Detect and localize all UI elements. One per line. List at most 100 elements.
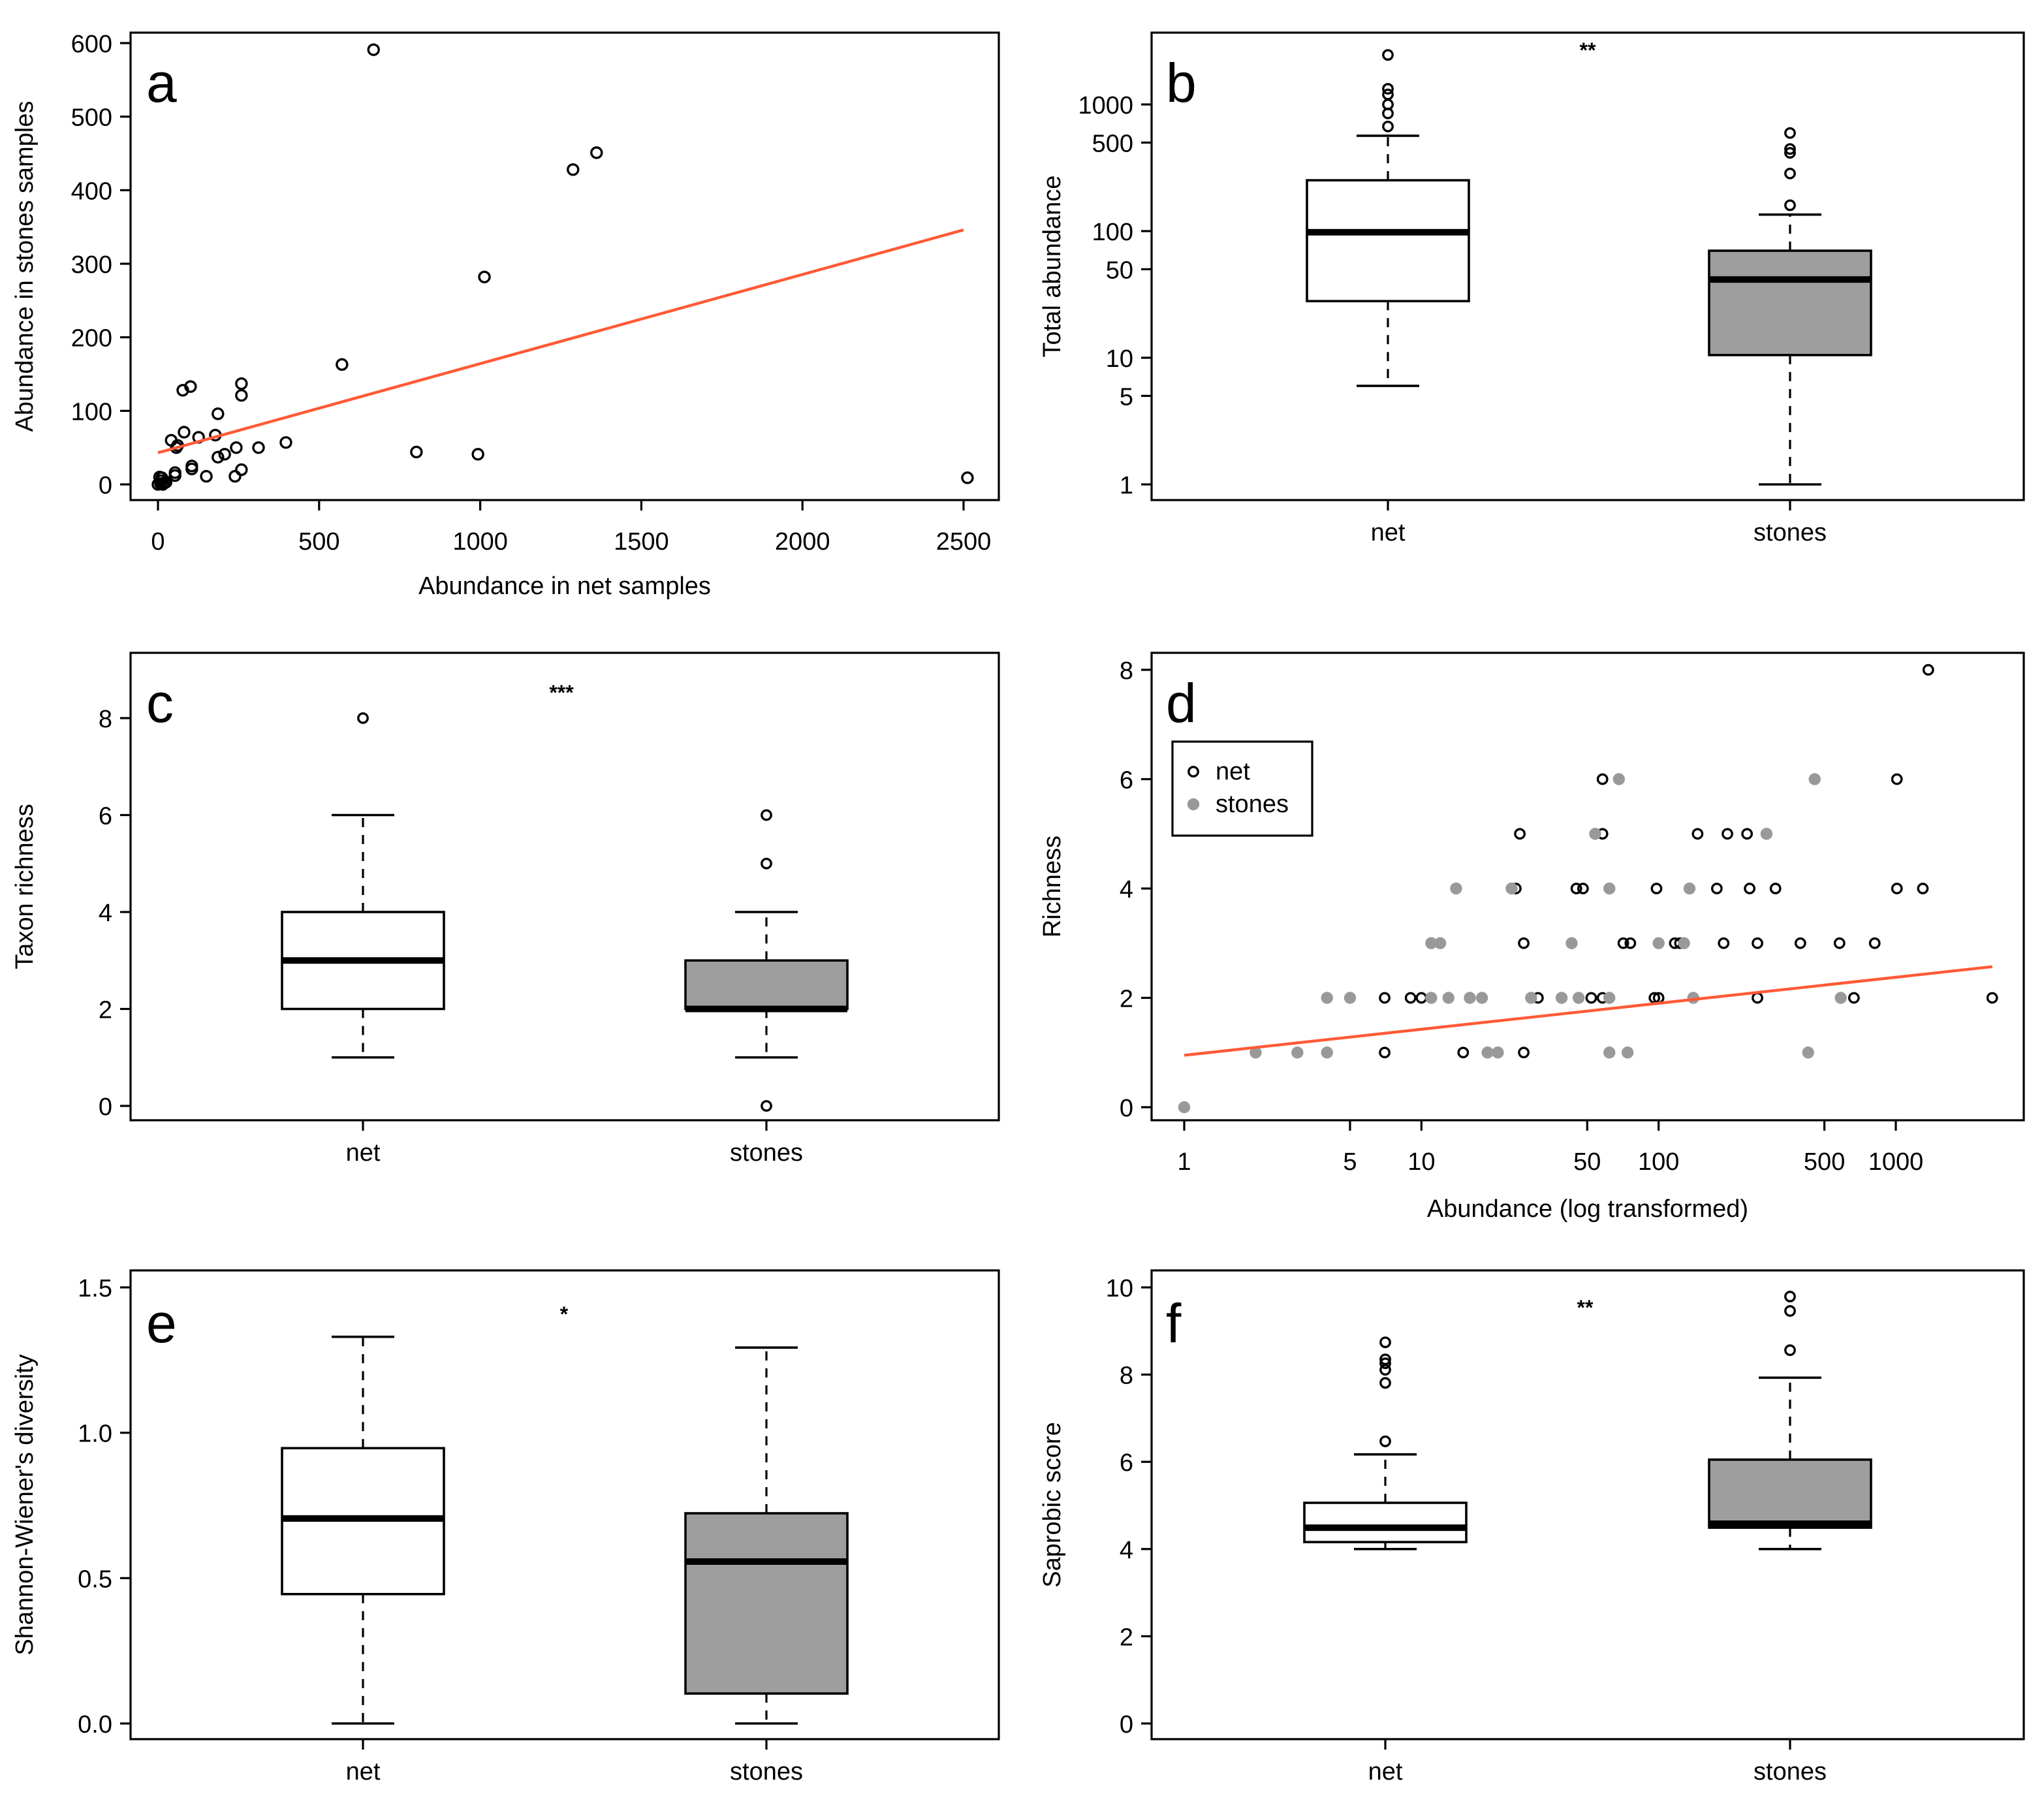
y-tick-label: 1 (1120, 472, 1133, 499)
x-tick-label: 500 (298, 528, 339, 556)
outlier-point (1784, 143, 1796, 155)
plot-frame (1150, 31, 2025, 501)
data-point-stones (1652, 937, 1665, 949)
category-label: net (1368, 1758, 1403, 1785)
data-point-stones (1505, 882, 1518, 895)
y-tick-label: 2 (1120, 986, 1133, 1013)
data-point (168, 466, 181, 479)
y-axis-label: Abundance in stones samples (11, 101, 39, 432)
data-point-net (1691, 828, 1704, 840)
data-point-stones (1603, 1046, 1616, 1059)
data-point-stones (1802, 1046, 1814, 1059)
y-tick-label: 0.5 (78, 1565, 112, 1593)
outlier-point (761, 857, 772, 870)
data-point (184, 380, 197, 393)
category-label: net (1371, 519, 1406, 546)
panel-f: f 0 2 4 6 8 10 Saprobic score net stones ** (1039, 1269, 2025, 1785)
data-point-stones (1425, 992, 1438, 1004)
data-point (185, 462, 198, 476)
y-tick-label: 4 (99, 900, 112, 927)
y-axis-label: Shannon-Wiener's diversity (11, 1354, 39, 1655)
data-point-net (1518, 937, 1530, 949)
data-point-net (1922, 664, 1934, 676)
outlier-point (761, 809, 772, 821)
panel-letter: c (146, 672, 174, 734)
outlier-point (1382, 49, 1394, 61)
data-point-net (1379, 992, 1391, 1004)
data-point-net (1744, 883, 1756, 894)
x-tick-label: 1000 (1868, 1148, 1924, 1176)
data-point (961, 471, 974, 484)
data-point-net (1833, 937, 1846, 949)
legend-box (1171, 740, 1313, 837)
y-tick-label: 50 (1106, 257, 1133, 284)
x-tick-label: 2000 (775, 528, 830, 556)
legend-label-net: net (1216, 758, 1250, 785)
data-point-net (1570, 883, 1582, 894)
regression-line (1184, 965, 1992, 1057)
data-point (212, 450, 225, 464)
legend: net stones (1171, 740, 1313, 837)
y-tick-label: 6 (1120, 767, 1133, 794)
y-tick-label: 300 (71, 251, 112, 279)
data-point-stones (1612, 773, 1626, 785)
data-point (230, 441, 243, 454)
y-tick-label: 4 (1120, 876, 1133, 904)
data-point (367, 43, 380, 56)
regression-line (157, 228, 964, 454)
data-point (252, 441, 265, 454)
data-point (336, 358, 349, 371)
y-tick-label: 10 (1106, 1275, 1133, 1302)
y-tick-label: 600 (71, 31, 112, 58)
y-tick-label: 4 (1120, 1537, 1133, 1564)
x-tick-label: 10 (1407, 1148, 1435, 1176)
data-point-net (1769, 883, 1782, 894)
data-point-stones (1572, 992, 1585, 1004)
plot-frame (1150, 1269, 2025, 1740)
data-point-stones (1834, 992, 1847, 1004)
panel-letter: b (1166, 52, 1197, 114)
data-point-stones (1760, 828, 1773, 840)
data-point-net (1518, 1046, 1530, 1059)
y-tick-label: 0 (1120, 1095, 1133, 1122)
significance-label: ** (1580, 39, 1596, 62)
data-point-net (1741, 828, 1753, 840)
data-point-stones (1475, 992, 1488, 1004)
panel-letter: e (146, 1293, 177, 1354)
box-iqr (1303, 1502, 1468, 1543)
data-point-stones (1621, 1046, 1634, 1059)
x-axis-label: Abundance in net samples (418, 573, 711, 600)
outlier-point (1784, 1291, 1796, 1302)
data-point-stones (1321, 1046, 1333, 1059)
panel-e: e 0.0 0.5 1.0 1.5 Shannon-Wiener's diversity n… (11, 1269, 1000, 1785)
data-point-stones (1492, 1046, 1504, 1059)
data-point-net (1722, 828, 1733, 840)
significance-label: *** (549, 681, 574, 704)
y-tick-label: 1.5 (78, 1275, 112, 1302)
data-point-stones (1683, 882, 1696, 895)
significance-label: ** (1577, 1296, 1594, 1319)
outlier-point (1784, 167, 1796, 180)
y-tick-label: 5 (1120, 383, 1133, 411)
outlier-point (1379, 1357, 1391, 1370)
y-tick-label: 1.0 (78, 1421, 112, 1448)
data-point-stones (1565, 937, 1578, 949)
x-tick-label: 500 (1804, 1148, 1845, 1176)
data-point (212, 407, 225, 420)
data-point-stones (1555, 992, 1568, 1004)
box-net (281, 1335, 445, 1725)
data-point-stones (1425, 937, 1438, 949)
y-axis-label: Richness (1039, 836, 1066, 937)
y-tick-label: 100 (1092, 219, 1133, 246)
x-tick-label: 1000 (452, 528, 508, 556)
data-point-stones (1808, 773, 1821, 785)
data-point (471, 448, 484, 461)
data-point (235, 377, 248, 390)
outlier-point (1784, 1305, 1796, 1317)
data-point-net (1710, 883, 1723, 894)
x-tick-label: 0 (151, 528, 165, 556)
outlier-point (1784, 147, 1796, 159)
x-axis-label: Abundance (log transformed) (1427, 1195, 1748, 1223)
box-net (1303, 1336, 1468, 1550)
